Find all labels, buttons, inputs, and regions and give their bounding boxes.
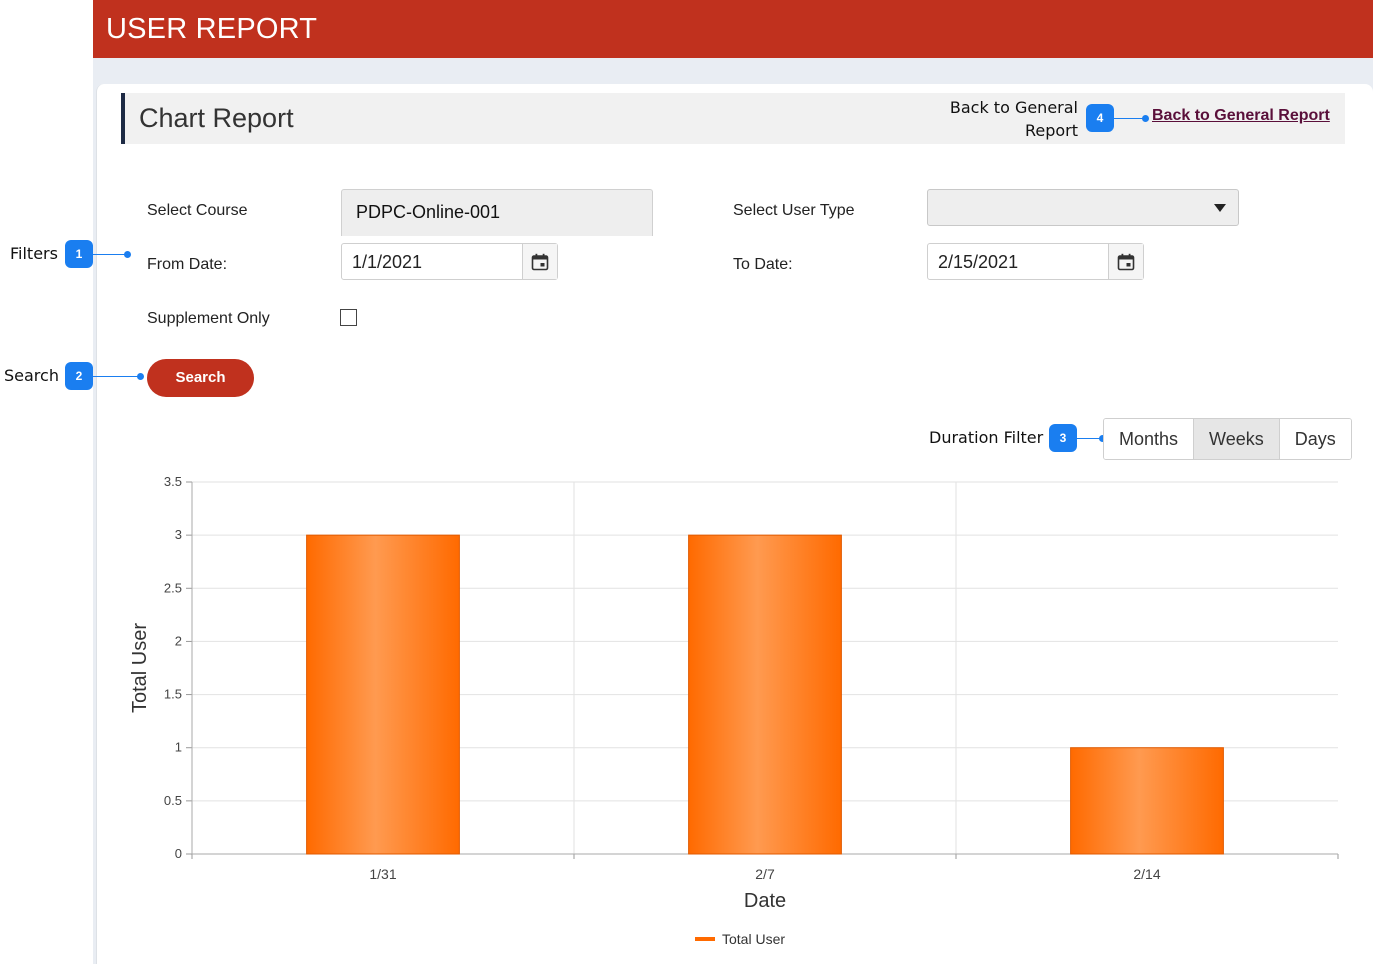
calendar-icon — [1117, 253, 1135, 270]
annotation-leader-2 — [93, 376, 140, 377]
select-user-type-label: Select User Type — [733, 202, 855, 219]
annotation-badge-1: 1 — [65, 240, 93, 268]
y-tick-label: 3 — [175, 527, 182, 542]
calendar-icon — [531, 253, 549, 270]
x-axis-title: Date — [744, 890, 786, 912]
y-tick-label: 0.5 — [164, 793, 182, 808]
duration-toggle-group: Months Weeks Days — [1103, 418, 1352, 460]
y-tick-label: 1.5 — [164, 687, 182, 702]
legend-label: Total User — [722, 931, 785, 947]
bar — [306, 534, 460, 855]
bar-chart: 0 0.5 1 1.5 2 2.5 3 3.5 1/31 2/7 2/14 Date Total Use… — [129, 474, 1339, 947]
section-title: Chart Report — [139, 103, 294, 133]
select-course-label: Select Course — [147, 202, 248, 219]
app-title: USER REPORT — [106, 13, 318, 45]
annotation-dot-4 — [1142, 115, 1149, 122]
annotation-badge-4: 4 — [1086, 104, 1114, 132]
supplement-only-label: Supplement Only — [147, 310, 270, 327]
y-tick-label: 1 — [175, 740, 182, 755]
from-date-label: From Date: — [147, 256, 228, 273]
bar — [688, 534, 842, 855]
annotation-dot-1 — [124, 251, 131, 258]
annotation-dot-2 — [137, 373, 144, 380]
duration-weeks-button[interactable]: Weeks — [1194, 419, 1280, 459]
annotation-badge-3: 3 — [1049, 424, 1077, 452]
y-tick-label: 0 — [175, 846, 182, 861]
legend-swatch — [695, 937, 715, 941]
from-date-value: 1/1/2021 — [352, 252, 423, 272]
annotation-leader-3 — [1077, 438, 1102, 439]
annotation-leader-1 — [93, 254, 127, 255]
annotation-badge-2: 2 — [65, 362, 93, 390]
y-tick-label: 2 — [175, 633, 182, 648]
y-tick-label: 3.5 — [164, 474, 182, 489]
x-tick-label: 1/31 — [369, 866, 396, 882]
duration-months-button[interactable]: Months — [1104, 419, 1195, 459]
user-type-select[interactable] — [927, 189, 1239, 226]
to-date-calendar-button[interactable] — [1108, 244, 1143, 279]
search-button[interactable]: Search — [147, 359, 254, 397]
back-to-general-report-link[interactable]: Back to General Report — [1152, 107, 1330, 124]
course-select-value: PDPC-Online-001 — [356, 202, 501, 222]
x-tick-label: 2/7 — [755, 866, 775, 882]
course-select[interactable]: PDPC-Online-001 — [341, 189, 653, 236]
x-tick-label: 2/14 — [1133, 866, 1160, 882]
to-date-label: To Date: — [733, 256, 793, 273]
to-date-field[interactable]: 2/15/2021 — [927, 243, 1144, 280]
y-axis-title: Total User — [129, 623, 151, 713]
annotation-dot-3 — [1099, 435, 1106, 442]
annotation-label-search: Search — [4, 366, 59, 385]
from-date-field[interactable]: 1/1/2021 — [341, 243, 558, 280]
bar — [1070, 747, 1224, 855]
duration-days-button[interactable]: Days — [1279, 419, 1351, 459]
y-tick-label: 2.5 — [164, 580, 182, 595]
duration-filter-label: Duration Filter — [929, 428, 1044, 447]
annotation-label-filters: Filters — [10, 244, 58, 263]
to-date-value: 2/15/2021 — [938, 252, 1019, 272]
app-header: USER REPORT — [93, 0, 1373, 58]
from-date-calendar-button[interactable] — [522, 244, 557, 279]
annotation-leader-4 — [1114, 118, 1146, 119]
supplement-only-checkbox[interactable] — [340, 309, 357, 326]
back-label-text: Back to General Report — [949, 98, 1078, 140]
dropdown-arrow-icon — [1214, 204, 1226, 212]
